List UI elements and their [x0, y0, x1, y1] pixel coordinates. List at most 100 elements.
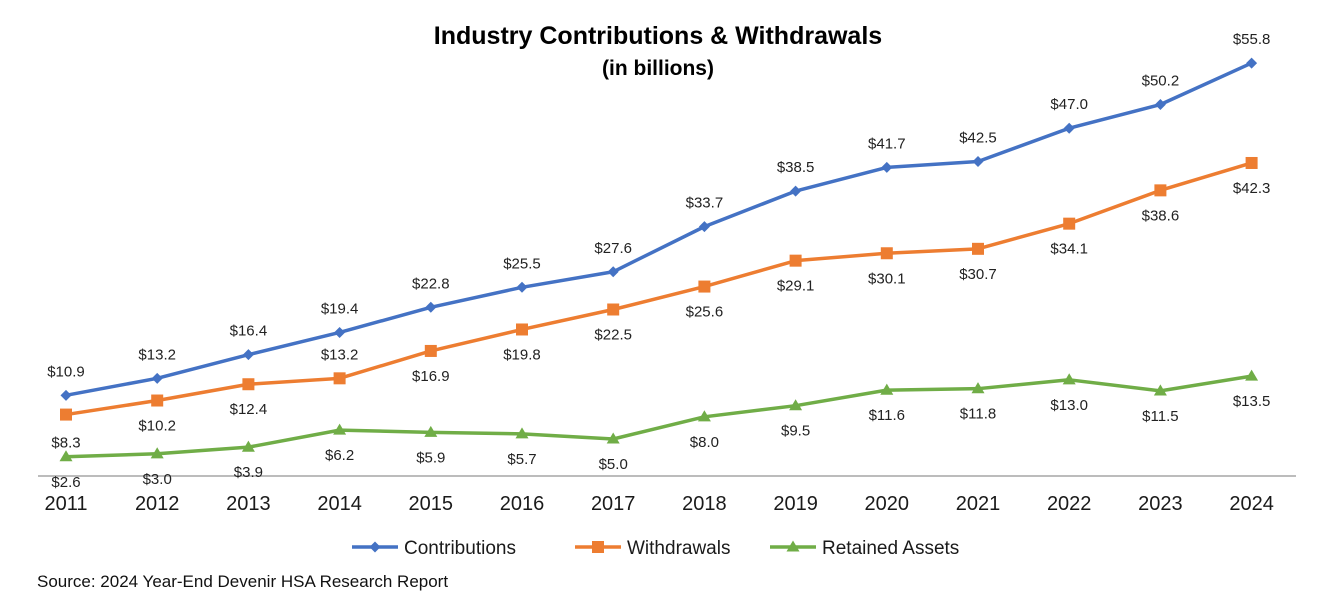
data-point-contributions — [425, 301, 437, 313]
data-point-contributions — [242, 349, 254, 361]
data-label-withdrawals: $13.2 — [321, 346, 359, 363]
series-line-retained-assets — [65, 374, 1252, 459]
data-label-contributions: $47.0 — [1050, 96, 1088, 113]
data-point-retained-assets — [606, 432, 620, 444]
data-point-withdrawals — [1245, 156, 1258, 169]
x-tick-label: 2022 — [1047, 493, 1092, 515]
data-point-withdrawals — [607, 303, 620, 316]
legend-marker-contributions — [369, 541, 381, 553]
data-label-withdrawals: $30.1 — [868, 270, 906, 287]
legend-item-contributions: Contributions — [352, 538, 516, 559]
data-point-withdrawals — [333, 372, 346, 385]
x-axis-ticks: 2011 2012 2013 2014 2015 2016 2017 2018 2019 2020… — [44, 493, 1273, 515]
legend-label-retained-assets: Retained Assets — [822, 538, 959, 559]
data-point-contributions — [607, 266, 619, 278]
data-label-contributions: $38.5 — [777, 159, 815, 176]
data-point-retained-assets — [789, 399, 803, 411]
x-tick-label: 2014 — [317, 493, 362, 515]
legend-marker-withdrawals — [592, 541, 604, 553]
data-label-retained-assets: $13.0 — [1050, 397, 1088, 414]
data-label-retained-assets: $6.2 — [325, 447, 354, 464]
series-line-withdrawals — [65, 161, 1253, 417]
data-label-contributions: $10.9 — [47, 363, 85, 380]
data-point-contributions — [516, 281, 528, 293]
data-point-contributions — [1154, 99, 1166, 111]
data-label-withdrawals: $19.8 — [503, 346, 541, 363]
series-layer — [59, 57, 1259, 462]
data-label-retained-assets: $13.5 — [1233, 393, 1271, 410]
data-point-withdrawals — [972, 242, 984, 255]
x-tick-label: 2018 — [682, 493, 727, 515]
data-point-contributions — [334, 326, 346, 338]
data-label-contributions: $42.5 — [959, 130, 997, 147]
data-label-retained-assets: $3.0 — [143, 471, 172, 488]
x-tick-label: 2019 — [773, 493, 818, 515]
data-point-contributions — [151, 372, 163, 384]
data-label-withdrawals: $16.9 — [412, 368, 450, 385]
data-point-withdrawals — [516, 323, 528, 336]
data-point-withdrawals — [151, 394, 164, 407]
x-tick-label: 2013 — [226, 493, 271, 515]
data-point-withdrawals — [1154, 184, 1167, 197]
data-point-withdrawals — [242, 378, 255, 391]
legend-item-withdrawals: Withdrawals — [575, 538, 730, 559]
data-label-contributions: $19.4 — [321, 300, 359, 317]
chart-subtitle: (in billions) — [602, 57, 714, 80]
data-point-contributions — [60, 389, 72, 401]
data-point-retained-assets — [59, 450, 73, 462]
data-label-contributions: $22.8 — [412, 275, 450, 292]
data-point-retained-assets — [333, 423, 347, 435]
data-point-retained-assets — [150, 447, 164, 459]
legend: Contributions Withdrawals Retained Assets — [352, 538, 959, 559]
data-point-contributions — [972, 156, 984, 167]
data-point-withdrawals — [424, 344, 437, 357]
data-point-withdrawals — [880, 247, 893, 260]
data-point-retained-assets — [424, 425, 438, 437]
legend-label-contributions: Contributions — [404, 538, 516, 559]
data-label-withdrawals: $25.6 — [686, 304, 724, 321]
data-label-retained-assets: $3.9 — [234, 464, 263, 481]
x-tick-label: 2024 — [1229, 493, 1274, 515]
source-note: Source: 2024 Year-End Devenir HSA Resear… — [37, 572, 449, 591]
x-tick-label: 2017 — [591, 493, 636, 515]
data-label-retained-assets: $11.6 — [869, 407, 905, 424]
legend-label-withdrawals: Withdrawals — [627, 538, 730, 559]
x-tick-label: 2015 — [409, 493, 454, 515]
data-label-withdrawals: $22.5 — [594, 327, 632, 344]
data-point-contributions — [790, 185, 802, 197]
legend-item-retained-assets: Retained Assets — [770, 538, 959, 559]
data-label-retained-assets: $11.8 — [960, 406, 996, 423]
data-label-layer: $10.9 $13.2 $16.4 $19.4 $22.8 $25.5 $27.6 $33.7… — [47, 31, 1270, 491]
data-label-contributions: $13.2 — [138, 346, 176, 363]
line-chart: Industry Contributions & Withdrawals (in… — [38, 22, 1296, 559]
data-label-contributions: $41.7 — [868, 135, 906, 152]
data-point-contributions — [881, 161, 893, 173]
data-point-withdrawals — [789, 254, 802, 267]
data-label-withdrawals: $30.7 — [959, 266, 997, 283]
data-point-contributions — [698, 221, 710, 233]
x-tick-label: 2011 — [44, 493, 87, 515]
data-point-contributions — [1246, 57, 1258, 69]
data-label-retained-assets: $8.0 — [690, 434, 719, 451]
data-point-retained-assets — [1245, 369, 1259, 381]
data-label-withdrawals: $34.1 — [1050, 241, 1088, 258]
data-label-contributions: $27.6 — [594, 240, 632, 257]
data-point-withdrawals — [1063, 217, 1076, 230]
data-point-retained-assets — [241, 440, 255, 452]
data-label-withdrawals: $10.2 — [138, 418, 176, 435]
data-label-contributions: $16.4 — [230, 323, 268, 340]
data-point-contributions — [1063, 122, 1075, 134]
data-label-retained-assets: $2.6 — [51, 474, 80, 491]
data-label-contributions: $50.2 — [1142, 73, 1180, 90]
legend-marker-retained-assets — [786, 540, 800, 552]
series-line-contributions — [65, 61, 1253, 398]
x-tick-label: 2021 — [956, 493, 1001, 515]
data-point-retained-assets — [515, 427, 529, 439]
data-point-retained-assets — [971, 382, 985, 394]
data-point-retained-assets — [880, 383, 894, 395]
data-point-withdrawals — [698, 280, 711, 293]
data-label-retained-assets: $9.5 — [781, 423, 810, 440]
data-label-retained-assets: $5.0 — [599, 456, 628, 473]
data-label-withdrawals: $29.1 — [777, 278, 815, 295]
data-label-contributions: $33.7 — [686, 195, 724, 212]
